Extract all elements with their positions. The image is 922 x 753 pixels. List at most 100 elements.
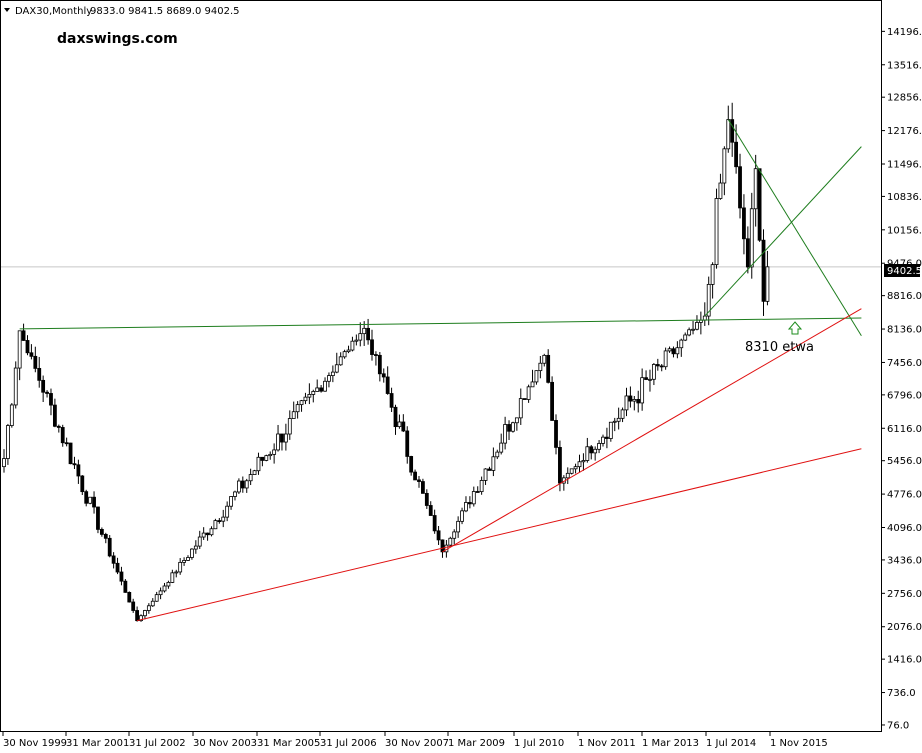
candle-body [229, 496, 233, 507]
candle-body [655, 364, 660, 367]
y-tick-label: 10156.0 [887, 225, 922, 236]
candle-body [671, 348, 676, 355]
y-tick-label: 76.0 [887, 720, 909, 731]
candle-body [530, 381, 535, 388]
candle-body [158, 590, 163, 596]
candle-body [190, 548, 194, 558]
candle-body [753, 168, 758, 210]
candle-body [29, 352, 34, 357]
candle-body [726, 119, 731, 150]
candle-body [21, 330, 26, 341]
watermark-text: daxswings.com [57, 31, 178, 47]
candle-body [182, 559, 186, 563]
candle-body [334, 364, 339, 373]
candle-body [663, 350, 668, 368]
candle-body [252, 470, 257, 475]
trendlines-layer [19, 119, 862, 622]
up-arrow-outline-icon [787, 321, 803, 335]
candle-body [150, 600, 155, 607]
green-trendline[interactable] [727, 119, 862, 336]
candle-body [511, 422, 515, 432]
candle-body [115, 562, 120, 573]
candle-body [174, 571, 179, 574]
y-tick-label: 12856.0 [887, 93, 922, 104]
candle-body [221, 516, 226, 522]
candle-body [495, 451, 500, 458]
candle-body [409, 456, 414, 473]
y-tick-label: 13516.0 [887, 60, 922, 71]
candle-body [507, 424, 511, 432]
candle-body [162, 585, 167, 592]
candle-body [131, 601, 136, 611]
candle-body [679, 339, 684, 349]
candle-body [518, 398, 523, 419]
candle-body [327, 375, 331, 382]
candle-body [765, 266, 770, 302]
candle-body [397, 421, 402, 428]
candle-body [651, 364, 656, 380]
candle-body [534, 370, 539, 383]
candle-body [25, 340, 30, 354]
annotation-text: 8310 etwa [745, 340, 814, 355]
candle-body [730, 119, 735, 143]
candle-body [80, 475, 85, 493]
candle-body [432, 515, 437, 532]
candle-body [135, 610, 140, 622]
candle-body [60, 427, 65, 444]
red-trendline[interactable] [136, 448, 862, 622]
candle-body [178, 561, 183, 573]
candle-body [460, 510, 464, 522]
y-tick-label: 8816.0 [887, 291, 922, 302]
candle-body [377, 354, 382, 375]
candle-body [330, 371, 335, 377]
candle-body [45, 391, 49, 394]
candle-body [761, 239, 766, 302]
candle-body [166, 582, 171, 587]
candle-body [68, 442, 73, 465]
candle-body [280, 433, 284, 443]
candle-body [350, 340, 355, 351]
candle-body [154, 594, 159, 602]
x-tick-label: 31 Mar 2005 [257, 738, 320, 749]
red-trendline[interactable] [442, 308, 862, 553]
current-price-label: 9402.5 [887, 266, 922, 277]
candle-body [201, 532, 206, 538]
candle-body [616, 417, 621, 422]
triangle-down-icon[interactable] [4, 8, 10, 12]
candle-body [550, 381, 554, 421]
candle-body [315, 387, 320, 392]
candle-body [49, 393, 53, 406]
y-tick-label: 11496.0 [887, 159, 922, 170]
candle-body [577, 461, 582, 468]
candle-body [718, 182, 723, 199]
candle-body [620, 409, 625, 419]
green-trendline[interactable] [704, 146, 862, 317]
symbol-label: DAX30,Monthly [15, 6, 92, 17]
x-tick-label: 1 Mar 2009 [448, 738, 505, 749]
candle-body [240, 480, 245, 489]
candle-body [722, 148, 727, 184]
candle-body [640, 377, 645, 404]
candle-body [170, 572, 175, 583]
plot-area[interactable] [0, 0, 882, 732]
candle-body [491, 456, 496, 471]
candle-body [479, 480, 484, 493]
candle-body [424, 492, 429, 506]
candle-body [127, 591, 132, 603]
green-trendline[interactable] [19, 317, 862, 330]
candle-body [687, 329, 692, 336]
candle-body [436, 530, 441, 541]
candle-body [667, 348, 672, 352]
candle-body [107, 537, 112, 557]
candle-body [41, 379, 46, 393]
candle-body [499, 442, 504, 453]
y-tick-label: 5456.0 [887, 456, 922, 467]
candle-body [632, 399, 637, 402]
candle-body [283, 433, 288, 443]
candle-body [338, 356, 343, 366]
candle-body [546, 354, 551, 383]
candle-body [695, 322, 699, 330]
candle-body [385, 376, 390, 394]
candle-body [612, 420, 617, 423]
